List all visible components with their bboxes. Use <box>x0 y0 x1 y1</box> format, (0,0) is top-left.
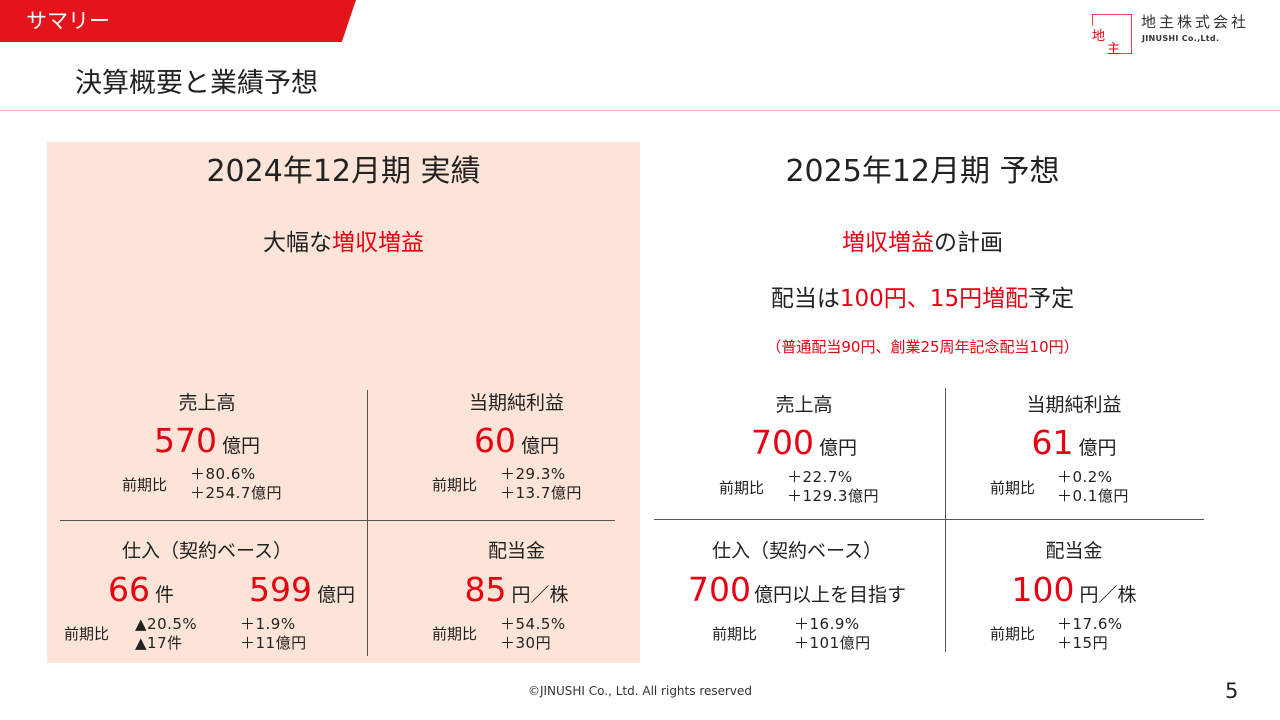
actual-purchases-count-value: 66 <box>108 570 150 609</box>
actual-dividend-unit: 円／株 <box>511 584 569 606</box>
forecast-sales-label: 売上高 <box>775 394 833 416</box>
forecast-sales-value: 700 <box>750 423 814 462</box>
actual-dividend-comp-amount: ＋30円 <box>500 634 552 652</box>
forecast-dividend-comp-pct: ＋17.6% <box>1057 615 1123 633</box>
forecast-sales-comp-label: 前期比 <box>719 479 765 497</box>
forecast-purchases-comp-label: 前期比 <box>712 625 758 643</box>
actual-purchases-comp-label: 前期比 <box>64 625 110 643</box>
page-title: 決算概要と業績予想 <box>75 68 318 99</box>
forecast-vertical-divider <box>945 388 946 652</box>
actual-net-income-comp-amount: ＋13.7億円 <box>500 484 582 502</box>
actual-results-panel <box>47 142 640 663</box>
actual-purchases-count-row: 66 件 <box>90 570 210 610</box>
actual-purchases-count-comp-amount: ▲17件 <box>135 634 183 652</box>
forecast-title: 2025年12月期 予想 <box>785 154 1060 189</box>
forecast-net-income-label: 当期純利益 <box>1026 394 1122 416</box>
actual-net-income-value: 60 <box>473 421 516 460</box>
forecast-dividend-line: 配当は100円、15円増配予定 <box>626 284 1219 314</box>
actual-net-income-value-row: 60 億円 <box>370 421 663 461</box>
forecast-horizontal-divider <box>654 519 1204 520</box>
actual-title: 2024年12月期 実績 <box>206 154 481 189</box>
actual-dividend-label: 配当金 <box>487 540 545 562</box>
actual-purchases-count-unit: 件 <box>155 584 175 606</box>
forecast-purchases-value-row: 700 億円以上を目指す <box>654 570 940 610</box>
actual-dividend-value-row: 85 円／株 <box>370 570 663 610</box>
logo-company-sub: JINUSHI Co.,Ltd. <box>1142 34 1220 43</box>
forecast-headline-plain: の計画 <box>934 230 1003 256</box>
forecast-dividend-line-p1: 配当は <box>770 286 840 312</box>
actual-purchases-amount-unit: 億円 <box>317 584 356 606</box>
actual-purchases-amount-comp-pct: ＋1.9% <box>240 615 296 633</box>
copyright-notice: ©JINUSHI Co., Ltd. All rights reserved <box>527 684 753 698</box>
forecast-sales-comp-amount: ＋129.3億円 <box>787 487 879 505</box>
forecast-net-income-value: 61 <box>1031 423 1074 462</box>
actual-net-income-comp-pct: ＋29.3% <box>500 465 566 483</box>
actual-net-income-unit: 億円 <box>520 435 559 457</box>
actual-purchases-amount-row: 599 億円 <box>240 570 370 610</box>
page-number: 5 <box>1225 679 1239 703</box>
forecast-headline: 増収増益の計画 <box>626 228 1219 258</box>
actual-headline-plain: 大幅な <box>263 230 332 256</box>
actual-dividend-comp-pct: ＋54.5% <box>500 615 566 633</box>
actual-sales-comp-pct: ＋80.6% <box>190 465 256 483</box>
actual-net-income-label: 当期純利益 <box>468 392 564 414</box>
forecast-net-income-comp-pct: ＋0.2% <box>1057 468 1113 486</box>
actual-headline: 大幅な増収増益 <box>47 228 640 258</box>
forecast-sales-value-row: 700 億円 <box>654 423 954 463</box>
forecast-dividend-note: （普通配当90円、創業25周年記念配当10円） <box>766 338 1079 356</box>
forecast-dividend-label: 配当金 <box>1045 540 1103 562</box>
forecast-dividend-line-p2: 予定 <box>1028 286 1075 312</box>
forecast-dividend-value: 100 <box>1011 570 1075 609</box>
logo-char-1: 地 <box>1092 29 1105 44</box>
actual-sales-comp-label: 前期比 <box>122 476 168 494</box>
forecast-purchases-unit: 億円以上を目指す <box>753 584 906 606</box>
forecast-purchases-label: 仕入（契約ベース） <box>711 540 883 562</box>
actual-headline-red: 増収増益 <box>332 230 424 256</box>
forecast-dividend-line-r1: 100円、15円増配 <box>839 286 1029 312</box>
actual-net-income-comp-label: 前期比 <box>432 476 478 494</box>
forecast-dividend-value-row: 100 円／株 <box>948 570 1200 610</box>
forecast-sales-unit: 億円 <box>818 437 857 459</box>
actual-dividend-comp-label: 前期比 <box>432 625 478 643</box>
company-logo-icon: 地 主 <box>1092 14 1132 54</box>
forecast-purchases-value: 700 <box>687 570 751 609</box>
forecast-net-income-unit: 億円 <box>1078 437 1117 459</box>
actual-purchases-label: 仕入（契約ベース） <box>121 540 293 562</box>
forecast-headline-red: 増収増益 <box>842 230 934 256</box>
forecast-dividend-comp-label: 前期比 <box>990 625 1036 643</box>
actual-sales-value: 570 <box>153 421 217 460</box>
actual-sales-value-row: 570 億円 <box>57 421 357 461</box>
actual-purchases-count-comp-pct: ▲20.5% <box>135 615 198 633</box>
forecast-sales-comp-pct: ＋22.7% <box>787 468 853 486</box>
header-divider <box>0 110 1280 111</box>
forecast-net-income-value-row: 61 億円 <box>948 423 1200 463</box>
actual-vertical-divider <box>367 390 368 656</box>
forecast-purchases-comp-pct: ＋16.9% <box>794 615 860 633</box>
actual-purchases-amount-comp-amount: ＋11億円 <box>240 634 307 652</box>
logo-char-2: 主 <box>1107 42 1120 54</box>
section-tab <box>0 0 356 42</box>
forecast-purchases-comp-amount: ＋101億円 <box>794 634 871 652</box>
logo-company-name: 地主株式会社 <box>1141 13 1250 31</box>
actual-sales-comp-amount: ＋254.7億円 <box>190 484 282 502</box>
forecast-dividend-unit: 円／株 <box>1079 584 1137 606</box>
actual-sales-label: 売上高 <box>178 392 236 414</box>
forecast-dividend-comp-amount: ＋15円 <box>1057 634 1109 652</box>
forecast-net-income-comp-label: 前期比 <box>990 479 1036 497</box>
actual-sales-unit: 億円 <box>221 435 260 457</box>
actual-purchases-amount-value: 599 <box>249 570 312 609</box>
actual-horizontal-divider <box>60 520 615 521</box>
actual-dividend-value: 85 <box>464 570 507 609</box>
forecast-net-income-comp-amount: ＋0.1億円 <box>1057 487 1129 505</box>
section-label: サマリー <box>26 9 110 33</box>
